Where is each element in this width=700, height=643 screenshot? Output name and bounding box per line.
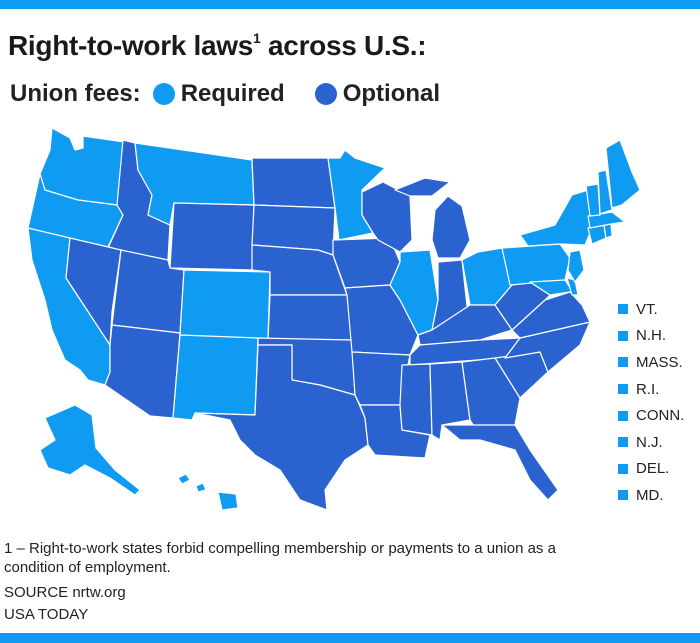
legend-optional: Optional (314, 80, 440, 108)
top-accent-bar (0, 0, 700, 9)
legend: Union fees: Required Optional (10, 80, 470, 108)
state-pennsylvania (501, 243, 571, 286)
state-florida (441, 424, 559, 501)
optional-dot-icon (314, 83, 337, 105)
state-alaska (39, 404, 141, 496)
state-new-jersey (567, 249, 585, 283)
bottom-accent-bar (0, 633, 700, 643)
state-maine (605, 139, 641, 209)
legend-required: Required (152, 80, 285, 108)
state-north-dakota (251, 157, 336, 209)
footnote: 1 – Right-to-work states forbid compelli… (4, 540, 556, 576)
state-new-york (519, 189, 593, 247)
required-square-icon (618, 437, 628, 448)
state-michigan-up (394, 177, 451, 197)
list-item: MD. (618, 482, 684, 509)
state-texas (194, 344, 369, 511)
us-map (27, 127, 641, 511)
state-wyoming (169, 202, 255, 271)
state-nevada (65, 237, 122, 346)
required-square-icon (618, 384, 628, 395)
state-vermont (585, 183, 601, 217)
required-square-icon (618, 357, 628, 368)
state-michigan (431, 195, 471, 259)
state-minnesota (327, 149, 386, 241)
page-title: Right-to-work laws1 across U.S.: (8, 29, 427, 61)
state-mississippi (399, 363, 433, 436)
required-square-icon (618, 304, 628, 315)
required-square-icon (618, 490, 628, 501)
source-line: SOURCE nrtw.org (4, 584, 126, 601)
list-item: MASS. (618, 349, 684, 376)
list-item: VT. (618, 296, 684, 323)
list-item: CONN. (618, 402, 684, 429)
list-item: N.H. (618, 323, 684, 350)
state-rhode-island (603, 223, 613, 239)
required-square-icon (618, 410, 628, 421)
required-square-icon (618, 330, 628, 341)
list-item: N.J. (618, 429, 684, 456)
required-dot-icon (152, 83, 175, 105)
state-new-hampshire (597, 169, 613, 215)
list-item: DEL. (618, 456, 684, 483)
required-square-icon (618, 463, 628, 474)
state-new-mexico (172, 334, 259, 421)
state-hawaii (177, 473, 239, 511)
state-colorado (179, 269, 271, 341)
list-item: R.I. (618, 376, 684, 403)
state-kansas (267, 294, 353, 341)
credit-line: USA TODAY (4, 606, 89, 623)
legend-label: Union fees: (10, 80, 141, 107)
small-states-list: VT. N.H. MASS. R.I. CONN. N.J. DEL. MD. (618, 296, 684, 509)
state-arizona (104, 324, 181, 419)
state-massachusetts (587, 211, 626, 229)
